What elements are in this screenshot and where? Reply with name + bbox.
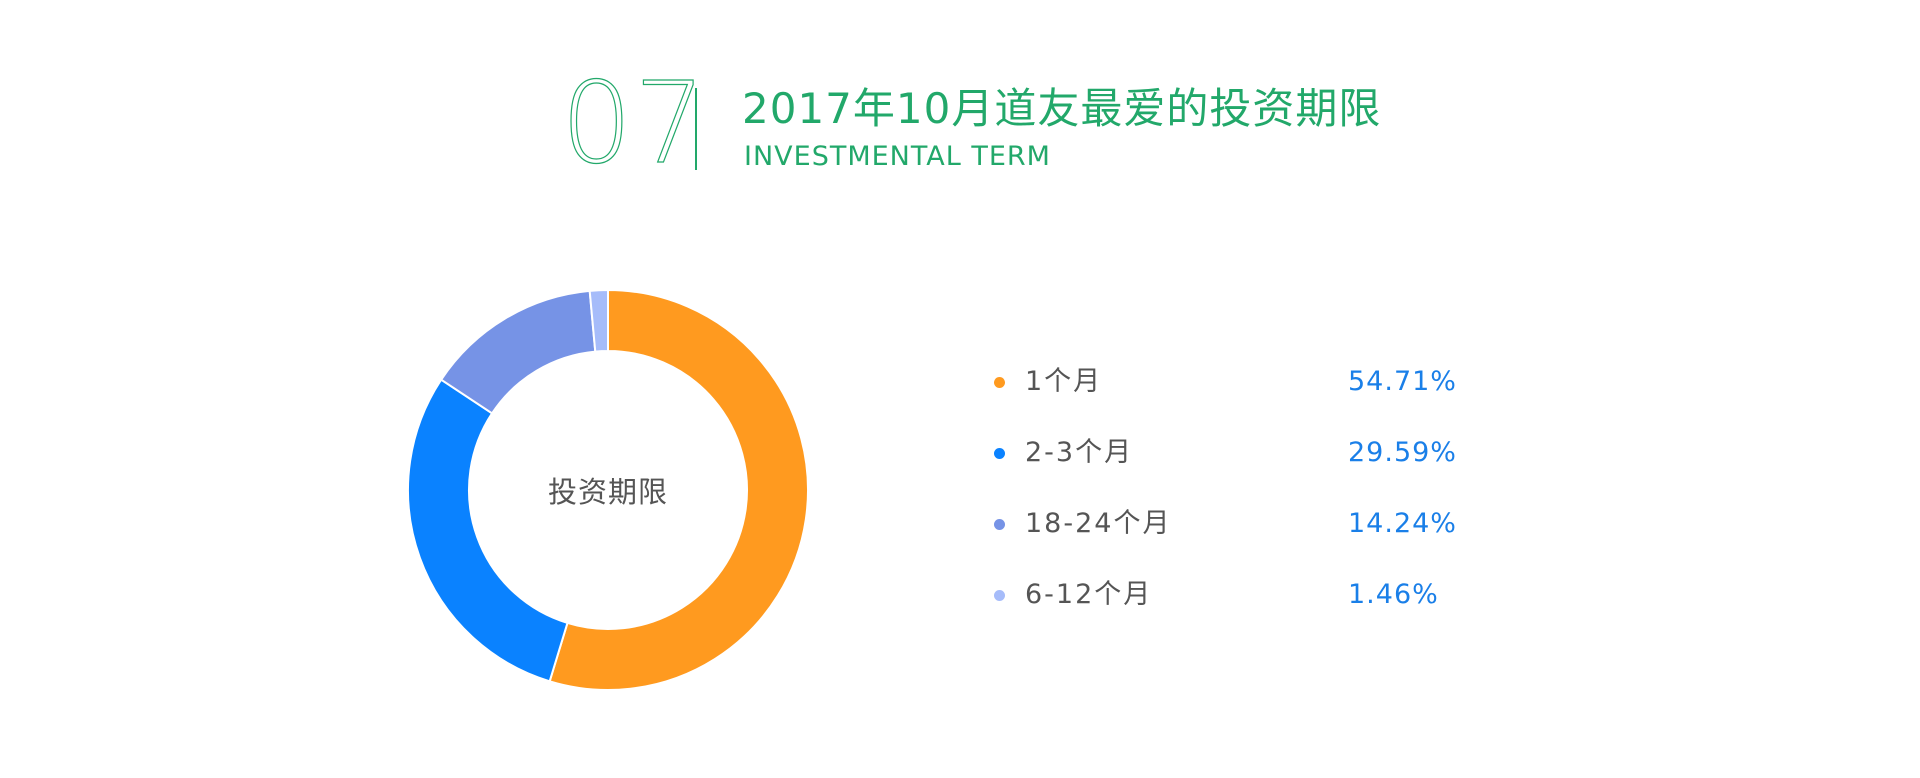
legend-label: 2-3个月 xyxy=(1025,437,1134,468)
legend-label: 6-12个月 xyxy=(1025,579,1153,610)
section-number: 07 xyxy=(560,59,708,189)
donut-chart-svg xyxy=(407,288,809,691)
legend-value: 1.46% xyxy=(1348,579,1439,610)
donut-slice xyxy=(407,378,569,683)
legend-value: 14.24% xyxy=(1348,508,1457,539)
donut-slice xyxy=(588,288,609,353)
legend-item: 18-24个月 14.24% xyxy=(985,502,1505,546)
legend-value: 54.71% xyxy=(1348,366,1457,397)
legend-label: 18-24个月 xyxy=(1025,508,1172,539)
header: 07 2017年10月道友最爱的投资期限 INVESTMENTAL TERM xyxy=(0,0,1920,200)
donut-center-label: 投资期限 xyxy=(547,475,668,509)
legend-dot xyxy=(994,590,1005,601)
page-title: 2017年10月道友最爱的投资期限 xyxy=(742,84,1382,133)
legend-value: 29.59% xyxy=(1348,437,1457,468)
page-subtitle: INVESTMENTAL TERM xyxy=(744,141,1051,172)
donut-slice xyxy=(548,288,809,691)
legend-item: 2-3个月 29.59% xyxy=(985,431,1505,475)
header-divider xyxy=(695,88,697,170)
legend-dot xyxy=(994,377,1005,388)
legend-item: 1个月 54.71% xyxy=(985,360,1505,404)
donut-chart: 投资期限 xyxy=(398,280,818,700)
legend-label: 1个月 xyxy=(1025,366,1103,397)
legend-dot xyxy=(994,448,1005,459)
legend-item: 6-12个月 1.46% xyxy=(985,573,1505,617)
legend-dot xyxy=(994,519,1005,530)
